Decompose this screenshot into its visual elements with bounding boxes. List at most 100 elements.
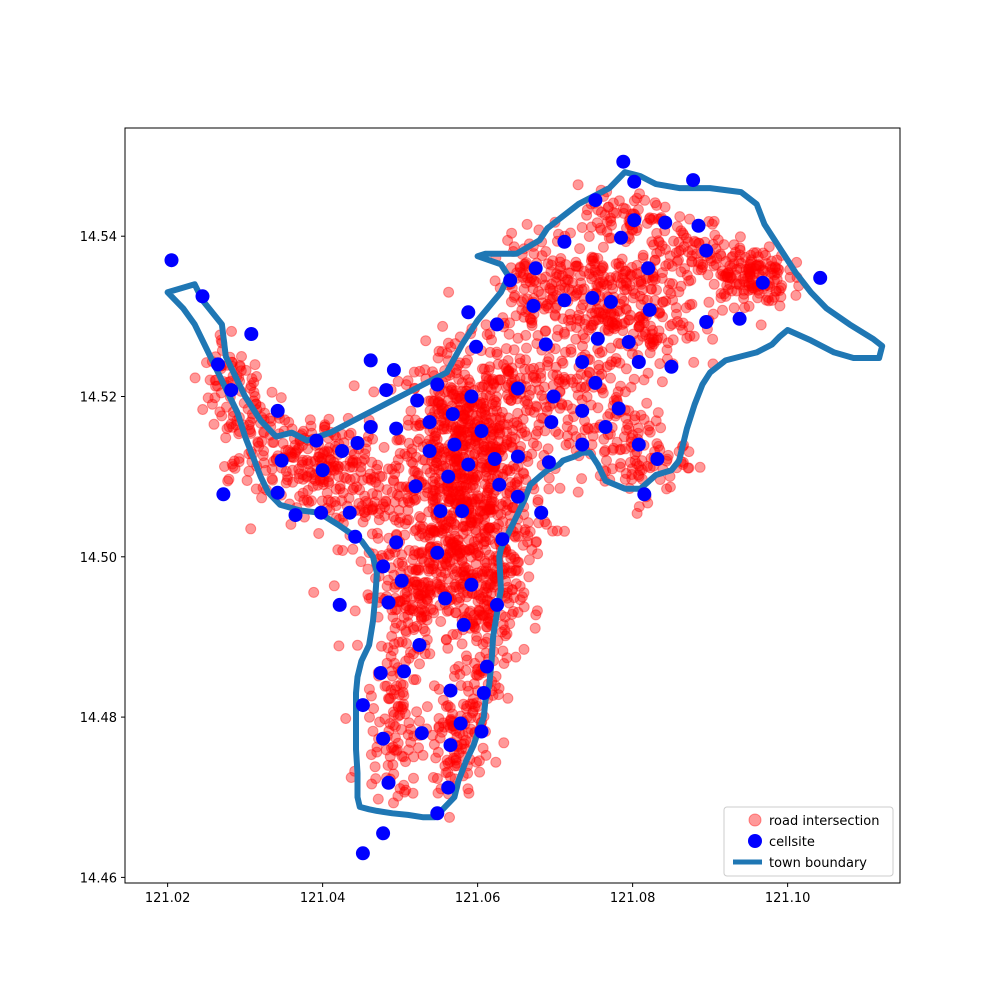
road-intersection-point: [449, 425, 461, 437]
road-intersection-point: [413, 547, 425, 559]
road-intersection-point: [443, 604, 455, 616]
road-intersection-point: [551, 369, 563, 381]
road-intersection-point: [441, 553, 453, 564]
road-intersection-point: [675, 225, 687, 237]
road-intersection-point: [447, 536, 459, 548]
cellsite-point: [443, 683, 458, 698]
road-intersection-point: [575, 303, 587, 315]
road-intersection-point: [475, 532, 486, 544]
cellsite-point: [445, 407, 460, 422]
cellsite-point: [456, 617, 471, 632]
road-intersection-point: [462, 783, 474, 795]
road-intersection-point: [615, 458, 627, 469]
road-intersection-point: [446, 539, 458, 550]
road-intersection-point: [398, 751, 410, 763]
road-intersection-point: [540, 246, 552, 257]
road-intersection-point: [325, 496, 337, 508]
road-intersection-point: [439, 556, 451, 568]
road-intersection-point: [686, 250, 698, 262]
road-intersection-point: [657, 296, 669, 308]
road-intersection-point: [470, 496, 481, 508]
road-intersection-point: [452, 539, 464, 551]
cellsite-point: [464, 577, 479, 592]
legend-cellsite-marker: [748, 834, 762, 848]
road-intersection-point: [722, 284, 734, 295]
cellsite-point: [691, 218, 706, 233]
road-intersection-point: [414, 511, 425, 522]
road-intersection-point: [667, 294, 679, 306]
road-intersection-point: [470, 527, 482, 539]
road-intersection-point: [448, 517, 460, 529]
road-intersection-point: [673, 236, 685, 248]
road-intersection-point: [482, 582, 494, 594]
road-intersection-point: [393, 462, 405, 474]
road-intersection-point: [453, 425, 465, 437]
road-intersection-point: [390, 514, 402, 526]
road-intersection-point: [416, 612, 428, 623]
road-intersection-point: [459, 490, 471, 502]
road-intersection-point: [410, 564, 422, 576]
road-intersection-point: [497, 462, 508, 474]
road-intersection-point: [766, 267, 778, 279]
road-intersection-point: [466, 517, 477, 529]
cellsite-point: [397, 664, 411, 679]
road-intersection-point: [488, 496, 500, 508]
cellsite-point: [332, 597, 347, 612]
road-intersection-point: [485, 587, 497, 599]
road-intersection-point: [502, 692, 514, 704]
cellsite-point: [355, 846, 370, 861]
road-intersection-point: [449, 519, 461, 531]
road-intersection-point: [428, 525, 440, 537]
road-intersection-point: [551, 331, 563, 342]
road-intersection-point: [422, 583, 434, 595]
road-intersection-point: [476, 462, 488, 474]
cellsite-point: [211, 357, 225, 372]
road-intersection-point: [470, 558, 482, 570]
road-intersection-point: [489, 275, 501, 287]
road-intersection-point: [498, 658, 510, 669]
road-intersection-point: [491, 346, 503, 358]
road-intersection-point: [449, 530, 461, 542]
road-intersection-point: [348, 380, 360, 392]
road-intersection-point: [451, 566, 463, 578]
road-intersection-point: [512, 332, 524, 344]
road-intersection-point: [275, 392, 287, 404]
road-intersection-point: [478, 598, 490, 610]
road-intersection-point: [728, 302, 740, 314]
road-intersection-point: [651, 334, 663, 346]
road-intersection-point: [491, 523, 503, 534]
road-intersection-point: [450, 385, 462, 397]
road-intersection-point: [489, 521, 501, 533]
road-intersection-point: [478, 499, 490, 510]
road-intersection-point: [382, 574, 394, 586]
road-intersection-point: [485, 495, 497, 507]
road-intersection-point: [644, 347, 656, 359]
cellsite-point: [376, 559, 391, 574]
road-intersection-point: [412, 564, 424, 576]
road-intersection-point: [519, 526, 531, 538]
road-intersection-point: [708, 278, 720, 290]
road-intersection-point: [208, 418, 220, 430]
road-intersection-point: [541, 405, 553, 417]
cellsite-point: [314, 505, 329, 520]
road-intersection-point: [317, 448, 329, 459]
road-intersection-point: [431, 457, 442, 469]
road-intersection-point: [400, 626, 412, 638]
road-intersection-point: [402, 617, 414, 629]
road-intersection-point: [507, 368, 519, 379]
road-intersection-point: [481, 565, 493, 577]
road-intersection-point: [423, 556, 435, 568]
road-intersection-point: [475, 593, 487, 605]
road-intersection-point: [449, 552, 461, 564]
road-intersection-point: [495, 498, 507, 510]
road-intersection-point: [762, 292, 774, 303]
cellsite-point: [430, 377, 445, 392]
road-intersection-point: [457, 566, 469, 578]
road-intersection-point: [470, 547, 482, 559]
x-tick-label: 121.06: [455, 891, 501, 906]
road-intersection-point: [498, 737, 510, 749]
road-intersection-point: [462, 354, 473, 366]
road-intersection-point: [430, 427, 442, 439]
cellsite-point: [453, 716, 468, 731]
cellsite-point: [650, 452, 665, 466]
